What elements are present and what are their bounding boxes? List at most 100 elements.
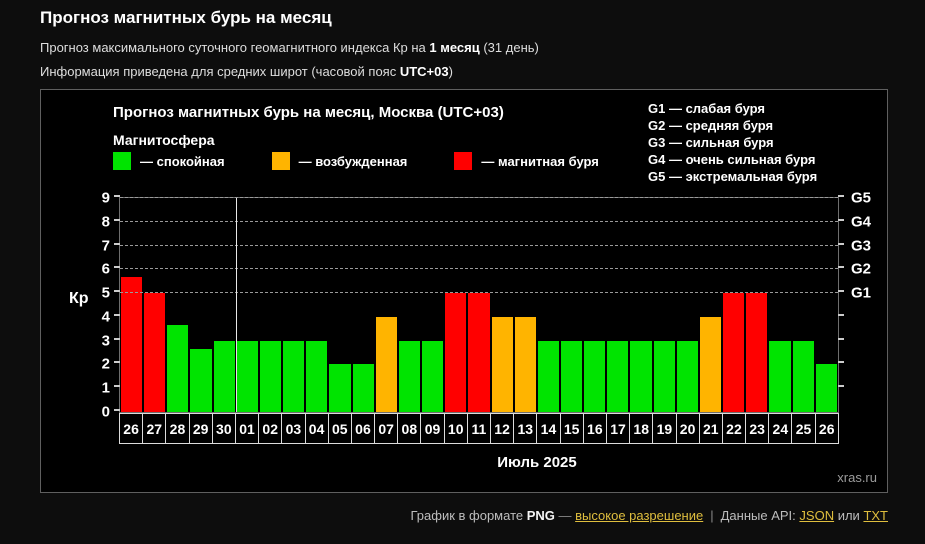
right-tick-mark xyxy=(838,266,844,269)
kp-bar-day-10 xyxy=(445,293,467,412)
y-tick-mark xyxy=(114,409,120,411)
bar-slot xyxy=(491,198,514,412)
bar-slot xyxy=(560,198,583,412)
date-cell-16: 16 xyxy=(582,413,607,444)
kp-bar-day-19 xyxy=(653,340,675,412)
bar-slot xyxy=(166,198,189,412)
kp-bar-day-14 xyxy=(537,340,559,412)
date-cell-15: 15 xyxy=(559,413,584,444)
y-axis-title: Кр xyxy=(69,290,89,307)
kp-bar-day-21 xyxy=(699,316,722,412)
kp-bar-day-23 xyxy=(746,293,768,412)
chart-legend: — спокойная — возбужденная — магнитная бур… xyxy=(113,152,599,170)
bar-slot xyxy=(467,198,490,412)
bar-slot xyxy=(676,198,699,412)
date-cell-20: 20 xyxy=(675,413,700,444)
y-tick-label: 0 xyxy=(101,403,110,421)
bar-slot xyxy=(305,198,328,412)
bar-slot xyxy=(282,198,305,412)
bar-slot xyxy=(792,198,815,412)
footer: График в формате PNG — высокое разрешени… xyxy=(410,508,888,523)
legend-label: — магнитная буря xyxy=(481,153,599,169)
bar-slot xyxy=(189,198,212,412)
json-link[interactable]: JSON xyxy=(799,508,835,523)
bar-slot xyxy=(328,198,351,412)
date-cell-06: 06 xyxy=(350,413,376,444)
g-axis-label-g2: G2 xyxy=(851,260,872,278)
bar-slot xyxy=(352,198,375,412)
bar-slot xyxy=(629,198,652,412)
date-cell-17: 17 xyxy=(605,413,631,444)
bar-slot xyxy=(259,198,282,412)
y-tick-label: 2 xyxy=(101,355,110,373)
legend-swatch-quiet xyxy=(113,152,131,170)
bar-slot xyxy=(815,198,838,412)
date-cell-22: 22 xyxy=(721,413,747,444)
g-legend-item: G1 — слабая буря xyxy=(648,101,766,116)
gridline-kp9 xyxy=(120,197,838,198)
date-cell-19: 19 xyxy=(652,413,677,444)
date-cell-10: 10 xyxy=(443,413,468,444)
g-axis-label-g5: G5 xyxy=(851,189,872,207)
g-axis-label-g3: G3 xyxy=(851,237,872,255)
bar-slot xyxy=(537,198,560,412)
right-tick-mark xyxy=(838,290,844,293)
y-tick-mark xyxy=(114,313,120,316)
api-label: Данные API: xyxy=(720,508,796,523)
y-tick-mark xyxy=(114,218,120,221)
format-label: PNG xyxy=(526,508,555,523)
g-legend-item: G2 — средняя буря xyxy=(648,118,774,133)
bar-slot xyxy=(699,198,722,412)
g-legend-item: G3 — сильная буря xyxy=(648,135,774,150)
kp-bar-day-26 xyxy=(121,277,143,412)
legend-label: — спокойная xyxy=(140,153,225,169)
bar-slot xyxy=(606,198,629,412)
gridline-kp8 xyxy=(120,220,838,222)
date-cell-07: 07 xyxy=(374,413,399,444)
bar-slot xyxy=(722,198,745,412)
legend-label: — возбужденная xyxy=(298,153,408,169)
date-cell-04: 04 xyxy=(304,413,329,444)
date-cell-14: 14 xyxy=(536,413,561,444)
txt-link[interactable]: TXT xyxy=(863,508,888,523)
bar-slot xyxy=(653,198,676,412)
bar-slot xyxy=(421,198,444,412)
y-tick-label: 9 xyxy=(101,189,110,207)
plot-area: 0 1 2 3 4 5 6 7 8 9 G1 G2 G3 G4 G5 xyxy=(102,190,871,421)
date-cell-05: 05 xyxy=(327,413,352,444)
right-tick-mark xyxy=(838,385,844,388)
high-resolution-link[interactable]: высокое разрешение xyxy=(575,508,704,523)
kp-bar-day-27 xyxy=(144,293,166,412)
date-cell-11: 11 xyxy=(466,413,491,444)
kp-bar-day-12 xyxy=(491,316,513,412)
date-cell-28: 28 xyxy=(165,413,190,444)
y-tick-mark xyxy=(114,385,120,388)
bar-slot xyxy=(745,198,768,412)
page-info-line: Информация приведена для средних широт (… xyxy=(40,64,453,79)
bar-slot xyxy=(583,198,606,412)
right-tick-mark xyxy=(838,242,844,245)
y-tick-mark xyxy=(114,337,120,340)
date-cell-26: 26 xyxy=(814,413,839,444)
y-tick-label: 3 xyxy=(101,332,110,350)
gridline-kp7 xyxy=(120,244,838,246)
right-tick-mark xyxy=(838,361,844,364)
y-tick-label: 4 xyxy=(101,308,110,326)
date-cell-01: 01 xyxy=(234,413,260,444)
x-axis-title: Июль 2025 xyxy=(497,454,577,471)
kp-bar-day-05 xyxy=(329,364,351,412)
date-cell-18: 18 xyxy=(629,413,654,444)
kp-bar-day-09 xyxy=(422,340,444,412)
date-cell-24: 24 xyxy=(768,413,793,444)
kp-bar-day-15 xyxy=(560,340,583,412)
y-tick-label: 7 xyxy=(101,237,110,255)
y-tick-mark xyxy=(114,266,120,269)
y-tick-label: 5 xyxy=(101,284,110,302)
date-cell-02: 02 xyxy=(258,413,283,444)
bar-slot xyxy=(398,198,421,412)
kp-bar-day-16 xyxy=(584,340,606,412)
date-cell-08: 08 xyxy=(397,413,422,444)
right-tick-mark xyxy=(838,313,844,316)
bar-slot xyxy=(213,198,236,412)
kp-bar-day-08 xyxy=(398,340,421,412)
